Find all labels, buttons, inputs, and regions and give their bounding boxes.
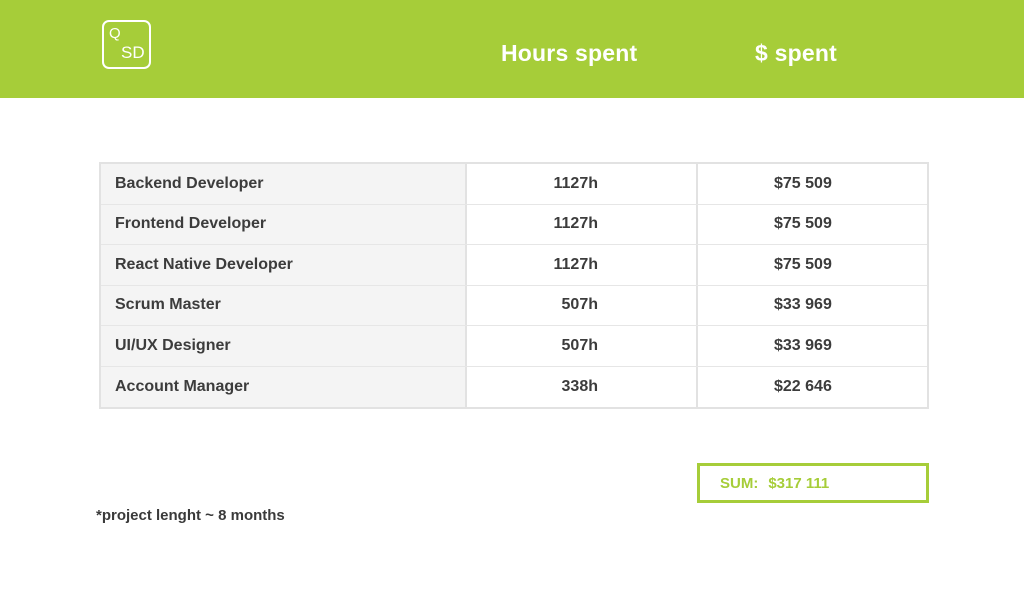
table-row: Frontend Developer 1127h $75 509 bbox=[101, 204, 927, 245]
table-row: React Native Developer 1127h $75 509 bbox=[101, 245, 927, 286]
hours-spent-heading: Hours spent bbox=[501, 40, 638, 66]
sum-label: SUM: bbox=[720, 474, 759, 492]
cost-cell: $33 969 bbox=[774, 296, 832, 314]
role-cell: Account Manager bbox=[101, 366, 467, 407]
role-cell: Scrum Master bbox=[101, 285, 467, 325]
cost-table: Backend Developer 1127h $75 509 Frontend… bbox=[99, 162, 929, 409]
role-cell: Frontend Developer bbox=[101, 204, 467, 244]
qsd-logo: Q SD bbox=[102, 20, 151, 69]
cost-spent-heading: $ spent bbox=[755, 40, 837, 66]
cost-cell: $75 509 bbox=[774, 255, 832, 273]
project-length-footnote: *project lenght ~ 8 months bbox=[96, 507, 285, 524]
header-bar: Q SD Hours spent $ spent bbox=[0, 0, 1024, 98]
hours-cell: 1127h bbox=[467, 245, 698, 285]
role-cell: Backend Developer bbox=[101, 164, 467, 204]
hours-cell: 1127h bbox=[467, 204, 698, 244]
logo-q-letter: Q bbox=[109, 25, 121, 42]
table-row: Account Manager 338h $22 646 bbox=[101, 366, 927, 407]
table-row: Backend Developer 1127h $75 509 bbox=[101, 164, 927, 205]
hours-cell: 338h bbox=[467, 366, 698, 407]
logo-sd-letters: SD bbox=[121, 43, 145, 62]
role-cell: UI/UX Designer bbox=[101, 326, 467, 366]
cost-cell: $75 509 bbox=[774, 174, 832, 192]
cost-cell: $22 646 bbox=[774, 377, 832, 395]
table-row: Scrum Master 507h $33 969 bbox=[101, 285, 927, 326]
sum-value: $317 111 bbox=[768, 474, 830, 492]
sum-box: SUM: $317 111 bbox=[697, 463, 929, 503]
cost-cell: $75 509 bbox=[774, 215, 832, 233]
hours-cell: 507h bbox=[467, 285, 698, 325]
hours-cell: 1127h bbox=[467, 164, 698, 204]
hours-cell: 507h bbox=[467, 326, 698, 366]
cost-cell: $33 969 bbox=[774, 336, 832, 354]
table-row: UI/UX Designer 507h $33 969 bbox=[101, 326, 927, 367]
role-cell: React Native Developer bbox=[101, 245, 467, 285]
